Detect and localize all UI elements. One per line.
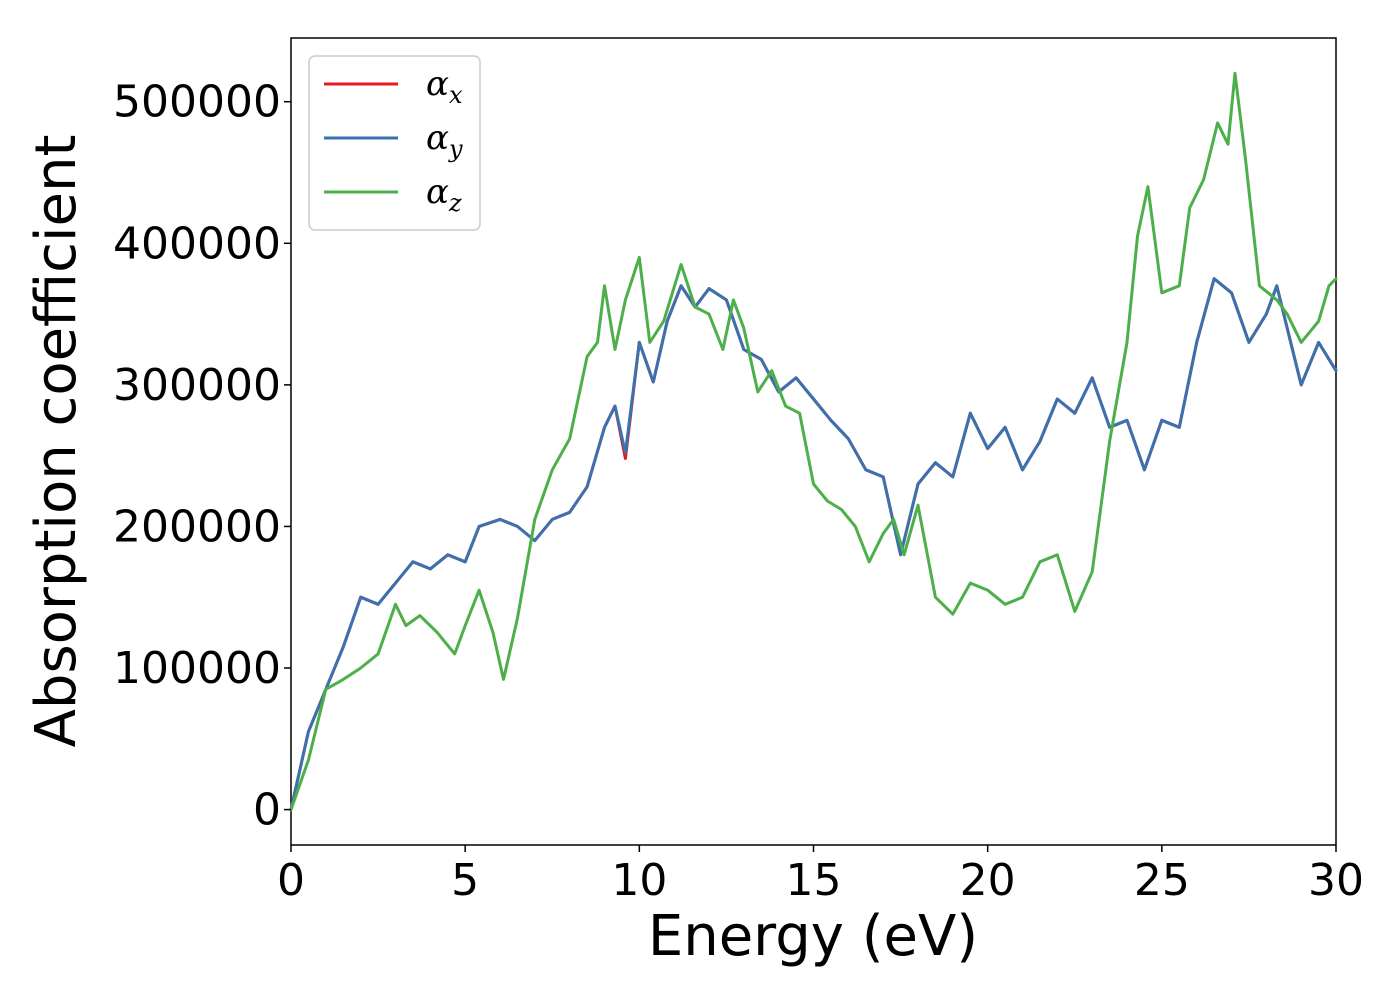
x-axis-label: Energy (eV) bbox=[648, 904, 978, 969]
y-tick-label: 400000 bbox=[113, 218, 281, 269]
y-tick-label: 0 bbox=[253, 785, 281, 836]
x-tick-label: 30 bbox=[1308, 855, 1364, 906]
y-tick-label: 200000 bbox=[113, 501, 281, 552]
legend-label-alpha-x: αx bbox=[426, 64, 463, 109]
series-line-alpha-y bbox=[289, 277, 1338, 812]
y-tick-label: 500000 bbox=[113, 77, 281, 128]
x-tick-label: 0 bbox=[277, 855, 305, 906]
series-layer bbox=[289, 71, 1338, 812]
x-axis-ticks: 0 5 10 15 20 25 30 bbox=[277, 845, 1364, 906]
y-tick-label: 300000 bbox=[113, 360, 281, 411]
x-tick-label: 5 bbox=[451, 855, 479, 906]
y-tick-label: 100000 bbox=[113, 643, 281, 694]
y-axis-ticks: 0 100000 200000 300000 400000 500000 bbox=[113, 77, 291, 836]
x-tick-label: 15 bbox=[786, 855, 842, 906]
x-tick-label: 20 bbox=[960, 855, 1016, 906]
y-axis-label: Absorption coefficient bbox=[24, 135, 89, 748]
legend-box bbox=[308, 55, 481, 231]
x-tick-label: 10 bbox=[611, 855, 667, 906]
series-line-alpha-z bbox=[289, 71, 1338, 812]
x-tick-label: 25 bbox=[1134, 855, 1190, 906]
